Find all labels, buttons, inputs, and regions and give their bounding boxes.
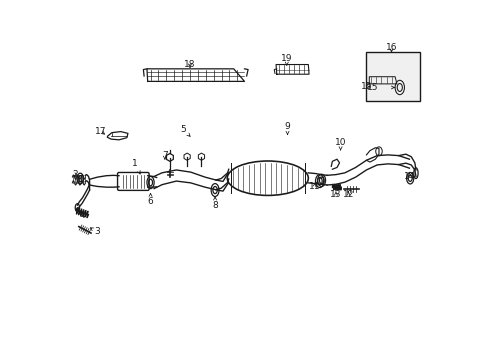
Text: 14: 14 (403, 172, 414, 181)
Text: 12: 12 (342, 190, 353, 199)
Text: 17: 17 (95, 127, 106, 136)
Text: 8: 8 (212, 197, 218, 210)
Text: 7: 7 (162, 151, 167, 160)
Text: 15: 15 (360, 82, 371, 91)
Text: 10: 10 (334, 138, 346, 150)
Text: 16: 16 (385, 43, 396, 52)
Text: 9: 9 (284, 122, 290, 135)
Text: 3: 3 (90, 228, 100, 237)
Text: 19: 19 (281, 54, 292, 66)
Text: 18: 18 (184, 60, 195, 69)
Bar (366, 51, 419, 101)
Text: 11: 11 (308, 182, 320, 191)
Text: 1: 1 (132, 159, 140, 174)
Text: 4: 4 (80, 211, 85, 220)
Text: 5: 5 (180, 125, 190, 136)
Text: 2: 2 (72, 170, 78, 179)
Text: 6: 6 (147, 193, 153, 206)
Text: 15: 15 (366, 83, 378, 92)
Text: 13: 13 (329, 190, 341, 199)
